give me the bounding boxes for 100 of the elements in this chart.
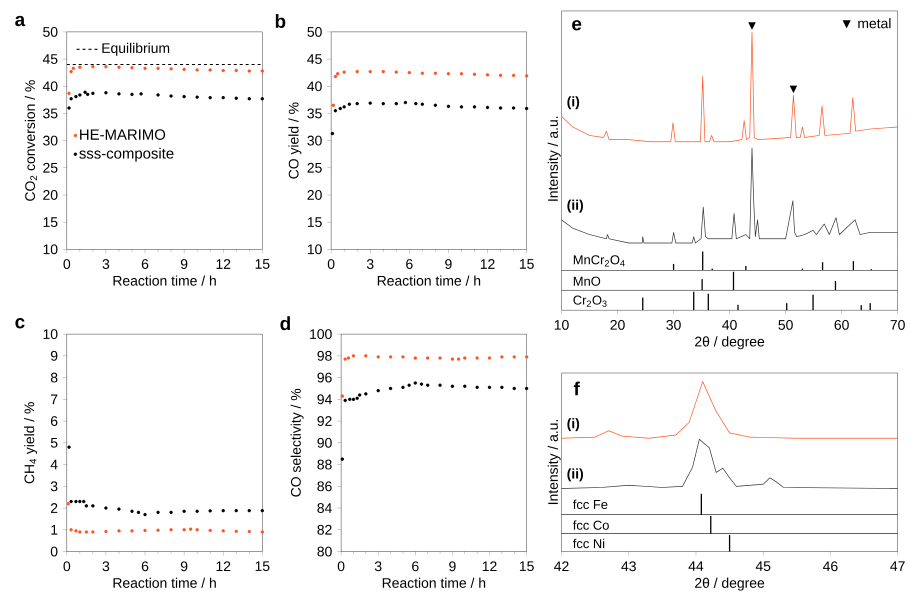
point xyxy=(260,96,264,100)
point xyxy=(248,508,251,512)
y-tick-label: 45 xyxy=(307,54,322,64)
point xyxy=(222,68,225,72)
point xyxy=(364,354,368,358)
text: fcc Co xyxy=(572,520,609,530)
point xyxy=(343,398,347,402)
x-tick-label: 9 xyxy=(180,561,188,571)
point xyxy=(156,66,160,70)
point xyxy=(234,529,238,533)
text: MnO xyxy=(574,276,600,286)
point xyxy=(420,382,424,386)
point xyxy=(83,90,87,94)
point xyxy=(208,68,212,72)
point xyxy=(143,512,147,516)
point xyxy=(130,509,134,513)
point xyxy=(169,66,173,70)
point xyxy=(182,94,186,98)
point xyxy=(358,393,362,396)
y-tick-label: 8 xyxy=(50,372,58,382)
point xyxy=(169,94,173,98)
y-axis-title: CH$_{4}$ yield / % xyxy=(24,402,38,484)
point xyxy=(456,357,460,361)
y-tick-label: 92 xyxy=(317,416,332,426)
point xyxy=(222,528,225,532)
legend-label: Equilibrium xyxy=(102,42,170,56)
point xyxy=(78,65,82,69)
point xyxy=(117,65,121,69)
point xyxy=(340,394,344,398)
point xyxy=(130,66,134,70)
x-axis-title: 2θ / degree xyxy=(695,577,764,590)
point xyxy=(182,68,186,71)
point xyxy=(195,509,199,513)
y-axis-title: CO yield / % xyxy=(288,102,302,178)
point xyxy=(512,73,516,77)
x-tick-label: 45 xyxy=(756,561,770,571)
point xyxy=(234,508,238,512)
point xyxy=(104,64,108,68)
point xyxy=(91,64,95,68)
point xyxy=(78,530,82,534)
point xyxy=(67,91,71,95)
point xyxy=(136,510,140,514)
annotation: ▼ xyxy=(748,22,756,30)
point xyxy=(475,356,479,360)
point xyxy=(524,74,528,78)
point xyxy=(195,68,199,72)
x-tick-label: 15 xyxy=(520,258,534,269)
y-tick-label: 6 xyxy=(50,416,58,426)
x-tick-label: 0 xyxy=(338,561,344,571)
point xyxy=(426,383,430,387)
x-tick-label: 50 xyxy=(778,320,793,330)
point xyxy=(104,506,108,510)
series-label: (ii) xyxy=(567,199,584,212)
point xyxy=(356,70,359,74)
point xyxy=(117,528,121,532)
x-tick-label: 10 xyxy=(554,320,569,330)
text: fcc Fe xyxy=(572,499,608,509)
point xyxy=(156,510,160,514)
x-tick-label: 12 xyxy=(216,561,230,571)
chart-title: b xyxy=(276,14,286,28)
point xyxy=(330,132,334,136)
x-tick-label: 9 xyxy=(445,258,452,269)
legend-label: HE-MARIMO xyxy=(80,129,166,140)
point xyxy=(472,72,476,76)
point xyxy=(401,385,405,389)
point xyxy=(498,106,502,110)
point xyxy=(78,93,82,96)
x-tick-label: 3 xyxy=(102,561,110,571)
point xyxy=(169,510,173,514)
y-tick-label: 30 xyxy=(307,135,322,146)
point xyxy=(486,106,490,109)
point xyxy=(67,445,71,449)
point xyxy=(368,101,372,105)
y-tick-label: 100 xyxy=(310,328,332,339)
y-tick-label: 86 xyxy=(317,481,332,492)
x-tick-label: 6 xyxy=(406,258,413,269)
y-axis-title: Intensity / a.u. xyxy=(548,420,561,504)
x-axis-title: 2θ / degree xyxy=(695,336,764,350)
x-tick-label: 46 xyxy=(822,561,838,571)
point xyxy=(69,96,73,100)
point xyxy=(260,530,264,534)
point xyxy=(438,383,442,387)
annotation: ▼ xyxy=(790,85,798,93)
point xyxy=(472,105,476,108)
text: ▼ metal xyxy=(842,18,890,28)
point xyxy=(346,356,350,360)
point xyxy=(334,74,338,78)
y-tick-label: 4 xyxy=(50,460,58,470)
point xyxy=(69,70,73,74)
x-tick-label: 15 xyxy=(256,258,270,269)
point xyxy=(130,528,134,532)
point xyxy=(500,385,504,389)
point xyxy=(524,106,528,110)
y-tick-label: 80 xyxy=(317,546,332,556)
point xyxy=(91,504,95,508)
text: fcc Ni xyxy=(572,538,604,548)
x-tick-label: 6 xyxy=(142,258,148,269)
point xyxy=(446,72,450,76)
point xyxy=(248,96,251,100)
point xyxy=(78,500,82,504)
